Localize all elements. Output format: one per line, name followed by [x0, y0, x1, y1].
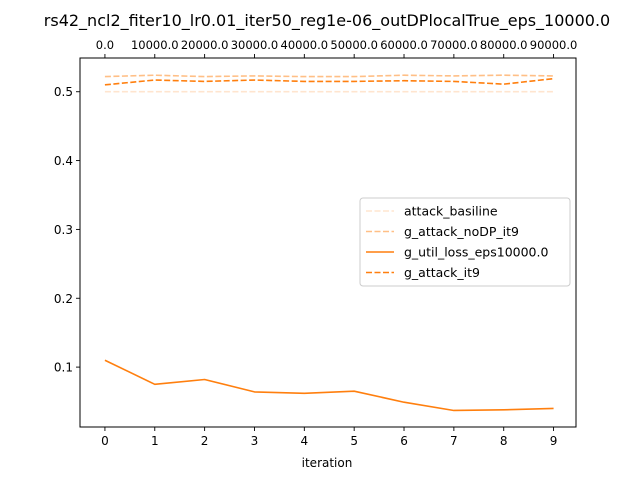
x-tick-label: 9 — [550, 434, 558, 448]
top-tick-label: 10000.0 — [131, 38, 179, 52]
top-tick-label: 30000.0 — [231, 38, 279, 52]
top-tick-label: 0.0 — [96, 38, 114, 52]
legend-label: attack_basiline — [404, 204, 498, 219]
x-tick-label: 4 — [301, 434, 309, 448]
y-tick-label: 0.3 — [54, 223, 73, 237]
x-tick-label: 6 — [400, 434, 408, 448]
y-tick-label: 0.2 — [54, 292, 73, 306]
top-tick-label: 70000.0 — [430, 38, 478, 52]
series-line-3 — [104, 359, 554, 412]
series-line-2 — [104, 74, 554, 78]
top-tick-label: 20000.0 — [181, 38, 229, 52]
top-tick-label: 90000.0 — [530, 38, 578, 52]
top-tick-label: 50000.0 — [330, 38, 378, 52]
top-tick-label: 60000.0 — [380, 38, 428, 52]
legend-label: g_attack_it9 — [404, 265, 480, 280]
x-tick-label: 7 — [450, 434, 458, 448]
legend: attack_basiline g_attack_noDP_it9 g_util_l… — [359, 197, 571, 287]
x-tick-label: 5 — [350, 434, 358, 448]
chart-title: rs42_ncl2_fiter10_lr0.01_iter50_reg1e-06… — [44, 11, 610, 31]
x-tick-label: 8 — [500, 434, 508, 448]
plot-frame — [79, 57, 577, 428]
x-tick-label: 2 — [201, 434, 209, 448]
y-tick-label: 0.1 — [54, 361, 73, 375]
x-axis-label: iteration — [302, 456, 353, 470]
legend-label: g_util_loss_eps10000.0 — [404, 245, 548, 260]
x-tick-label: 0 — [101, 434, 109, 448]
y-tick-label: 0.5 — [54, 85, 73, 99]
x-tick-label: 1 — [151, 434, 159, 448]
legend-box — [359, 197, 571, 287]
y-tick-label: 0.4 — [54, 154, 73, 168]
top-tick-label: 40000.0 — [281, 38, 329, 52]
top-tick-label: 80000.0 — [480, 38, 528, 52]
series-line-4 — [104, 77, 554, 86]
x-tick-label: 3 — [251, 434, 259, 448]
legend-label: g_attack_noDP_it9 — [404, 224, 519, 239]
